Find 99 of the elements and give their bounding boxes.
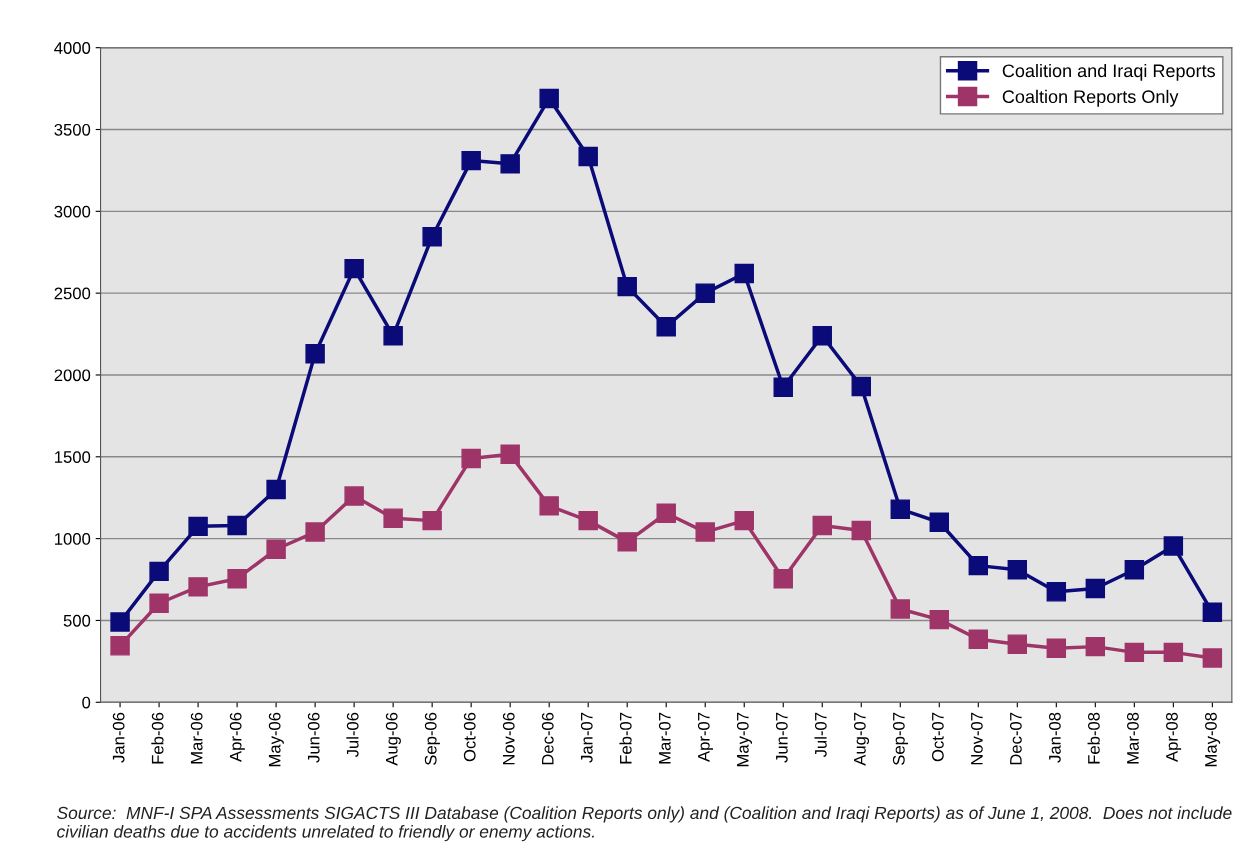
- x-tick-label: Jun-07: [775, 712, 788, 763]
- point: [500, 444, 520, 465]
- point: [695, 283, 715, 303]
- x-tick-label: Jan-07: [580, 712, 593, 763]
- y-tick-label: 3000: [54, 205, 91, 218]
- point: [110, 612, 130, 632]
- point: [734, 510, 754, 531]
- point: [1046, 638, 1067, 658]
- point: [968, 555, 989, 576]
- x-tick-label: Oct-06: [463, 712, 476, 762]
- x-tick-label: Aug-07: [853, 712, 870, 766]
- point: [422, 226, 442, 247]
- point: [578, 510, 598, 531]
- legend-label: Coalition and Iraqi Reports: [1002, 63, 1215, 81]
- source-note: Source: MNF-I SPA Assessments SIGACTS III Database (Coalition Reports only) and (Coalition and Iraqi Reports) as of June 1, 2008. Does not include civilian deaths due to accidents unrelated to friendly or enemy actions.: [57, 806, 1232, 842]
- x-tick-label: Jan-06: [112, 712, 125, 763]
- x-tick-label: Sep-06: [424, 712, 440, 765]
- x-tick-label: Jan-08: [1048, 712, 1061, 763]
- x-tick-label: Feb-08: [1087, 712, 1100, 764]
- x-tick-label: Jul-07: [814, 712, 827, 758]
- point: [773, 377, 793, 397]
- x-tick-label: May-08: [1205, 712, 1221, 767]
- point: [149, 593, 169, 613]
- y-tick-label: 2500: [54, 287, 91, 300]
- y-tick-label: 4000: [54, 42, 91, 54]
- point: [695, 522, 715, 542]
- point: [149, 561, 169, 582]
- x-tick-label: Mar-06: [190, 712, 203, 764]
- point: [1163, 642, 1184, 663]
- point: [266, 539, 286, 559]
- x-tick-label: Apr-07: [697, 712, 713, 762]
- point: [890, 499, 910, 519]
- x-tick-label: Feb-06: [151, 712, 164, 764]
- y-tick-label: 3500: [54, 123, 91, 136]
- x-tick-label: Jul-06: [346, 712, 359, 758]
- point: [656, 316, 676, 337]
- point: [929, 609, 950, 630]
- y-tick-label: 1000: [55, 533, 91, 545]
- point: [344, 486, 364, 506]
- point: [578, 146, 598, 167]
- point: [1202, 648, 1223, 668]
- point: [188, 577, 208, 597]
- x-tick-label: Oct-07: [931, 712, 944, 762]
- x-tick-label: Nov-06: [502, 712, 515, 765]
- point: [734, 263, 754, 284]
- point: [383, 508, 403, 528]
- point: [344, 258, 364, 279]
- point: [851, 520, 871, 541]
- point: [1163, 536, 1184, 556]
- point: [656, 503, 676, 523]
- point: [500, 154, 520, 174]
- legend-label: Coaltion Reports Only: [1002, 89, 1179, 107]
- x-tick-label: Feb-07: [619, 712, 632, 764]
- point: [383, 325, 403, 346]
- x-tick-label: Apr-08: [1166, 712, 1182, 762]
- point: [266, 479, 286, 500]
- y-tick-label: 2000: [54, 369, 91, 382]
- point: [773, 568, 793, 589]
- point: [929, 512, 950, 532]
- point: [461, 448, 481, 469]
- point: [617, 532, 637, 552]
- point: [539, 496, 559, 516]
- point: [890, 599, 910, 619]
- y-tick-label: 0: [82, 696, 91, 709]
- point: [461, 150, 481, 171]
- point: [812, 325, 832, 346]
- x-tick-label: Dec-07: [1009, 712, 1022, 765]
- point: [188, 516, 208, 537]
- point: [1124, 642, 1145, 663]
- x-tick-label: Sep-07: [892, 712, 909, 765]
- point: [305, 343, 325, 364]
- x-tick-label: Apr-06: [229, 712, 245, 762]
- x-tick-label: Aug-06: [385, 712, 401, 766]
- point: [1046, 582, 1067, 602]
- point: [422, 510, 442, 531]
- y-tick-label: 1500: [55, 451, 91, 463]
- point: [227, 568, 247, 589]
- point: [812, 515, 832, 536]
- point: [539, 88, 559, 109]
- point: [1202, 602, 1223, 622]
- point: [1007, 634, 1028, 654]
- point: [110, 636, 130, 656]
- y-tick-label: 500: [63, 614, 91, 627]
- x-tick-label: Jun-06: [307, 712, 320, 763]
- point: [1007, 559, 1028, 580]
- point: [305, 522, 325, 542]
- point: [1124, 559, 1145, 580]
- point: [968, 629, 989, 649]
- x-tick-label: Nov-07: [970, 712, 983, 765]
- point: [617, 276, 637, 297]
- x-tick-label: Mar-07: [658, 712, 671, 764]
- point: [1085, 636, 1106, 657]
- point: [851, 376, 871, 397]
- x-tick-label: Dec-06: [541, 712, 554, 765]
- x-tick-label: Mar-08: [1127, 712, 1139, 764]
- point: [1085, 578, 1106, 599]
- x-tick-label: May-06: [268, 712, 284, 767]
- x-tick-label: May-07: [736, 712, 752, 767]
- point: [227, 515, 247, 536]
